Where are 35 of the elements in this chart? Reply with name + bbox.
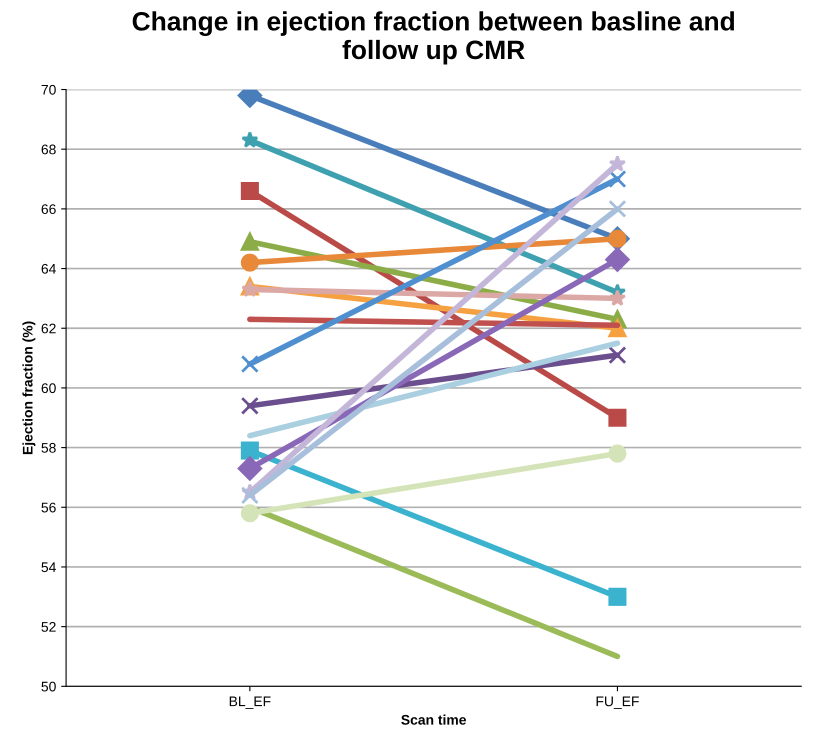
point <box>608 155 626 172</box>
point <box>240 254 259 272</box>
y-tick-label: 64 <box>42 264 56 274</box>
point <box>238 456 262 481</box>
point <box>241 280 259 298</box>
point <box>240 486 259 504</box>
y-tick-label: 54 <box>41 562 56 572</box>
y-tick-label: 70 <box>42 84 56 95</box>
y-tick-label: 66 <box>42 204 56 214</box>
point <box>240 232 259 251</box>
point <box>240 355 259 374</box>
x-axis-title: Scan time <box>401 714 466 725</box>
y-tick-label: 50 <box>41 682 56 692</box>
point <box>608 408 626 427</box>
point <box>240 182 259 200</box>
y-tick-label: 56 <box>41 502 56 512</box>
x-tick-label: BL_EF <box>230 696 271 709</box>
point <box>608 289 626 306</box>
y-tick-label: 62 <box>42 324 56 334</box>
y-tick-label: 58 <box>41 442 56 453</box>
y-tick-label: 52 <box>41 622 56 632</box>
point <box>608 200 626 218</box>
y-axis-title: Ejection fraction (%) <box>22 321 36 454</box>
point <box>608 444 626 463</box>
y-tick-label: 60 <box>42 383 56 394</box>
point <box>605 247 630 272</box>
point <box>240 442 259 460</box>
point <box>240 504 259 522</box>
chart-title: Change in ejection fraction between basline and follow up CMR <box>132 11 734 64</box>
point <box>608 588 626 606</box>
point <box>240 396 259 415</box>
point <box>608 346 626 364</box>
y-tick-label: 68 <box>42 144 56 154</box>
x-tick-label: FU_EF <box>596 696 639 709</box>
point <box>241 131 259 148</box>
